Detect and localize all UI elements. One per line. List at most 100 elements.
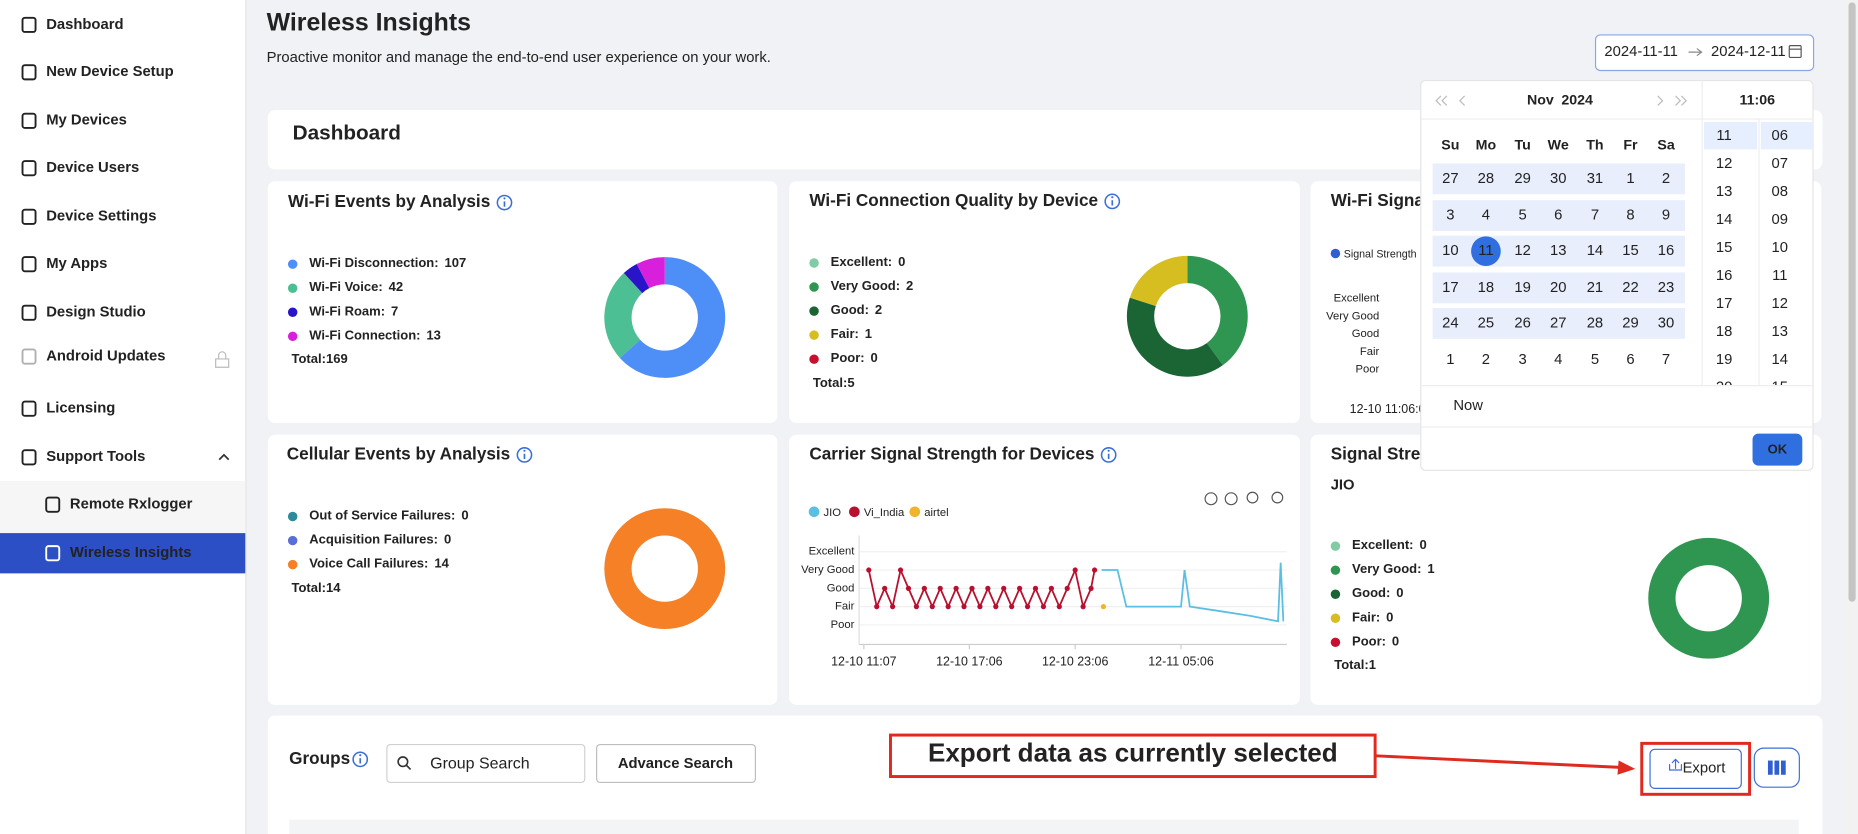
calendar-year[interactable]: 2024 xyxy=(1561,92,1593,108)
reset[interactable] xyxy=(1271,491,1284,504)
legend-label[interactable]: Vi_India xyxy=(864,507,905,519)
donut-segment[interactable] xyxy=(636,257,665,289)
day[interactable]: 25 xyxy=(1478,315,1494,331)
day[interactable]: 7 xyxy=(1591,208,1599,224)
donut-segment[interactable] xyxy=(604,508,726,630)
info-icon[interactable] xyxy=(1104,193,1121,210)
info-icon[interactable] xyxy=(352,751,369,768)
day[interactable]: 22 xyxy=(1622,280,1638,296)
day[interactable]: 14 xyxy=(1587,243,1603,259)
donut-segment[interactable] xyxy=(1648,537,1770,659)
day[interactable]: 12 xyxy=(1514,243,1530,259)
day[interactable]: 27 xyxy=(1442,171,1458,187)
day[interactable]: 31 xyxy=(1587,171,1603,187)
legend-dot[interactable] xyxy=(849,506,860,518)
minute[interactable]: 12 xyxy=(1772,296,1788,312)
info-icon[interactable] xyxy=(1100,447,1117,463)
day[interactable]: 3 xyxy=(1446,208,1454,224)
day[interactable]: 2 xyxy=(1482,352,1490,368)
day[interactable]: 2 xyxy=(1662,171,1670,187)
minute[interactable]: 14 xyxy=(1772,352,1788,368)
zoom-in[interactable] xyxy=(1204,492,1218,506)
menu-item[interactable]: Device Users xyxy=(46,160,139,176)
minute[interactable]: 09 xyxy=(1772,212,1788,228)
donut-segment[interactable] xyxy=(604,273,643,358)
day[interactable]: 16 xyxy=(1658,243,1674,259)
menu-item[interactable]: Android Updates xyxy=(46,348,165,364)
hour[interactable]: 12 xyxy=(1716,156,1732,172)
info-icon[interactable] xyxy=(516,447,533,463)
day[interactable]: 29 xyxy=(1514,171,1530,187)
donut-segment[interactable] xyxy=(623,263,650,294)
export-button[interactable] xyxy=(1649,748,1742,789)
advance-search-button[interactable] xyxy=(596,743,756,784)
minute[interactable]: 13 xyxy=(1772,324,1788,340)
legend-label[interactable]: JIO xyxy=(824,507,842,519)
scrollbar-thumb[interactable] xyxy=(1848,2,1856,602)
day[interactable]: 18 xyxy=(1478,280,1494,296)
minute[interactable]: 11 xyxy=(1772,268,1787,284)
day[interactable]: 1 xyxy=(1446,352,1454,368)
date-range-input[interactable] xyxy=(1594,34,1815,72)
minute[interactable]: 10 xyxy=(1772,240,1788,256)
day[interactable]: 11 xyxy=(1478,243,1493,259)
zoom[interactable] xyxy=(1246,491,1259,504)
day[interactable]: 8 xyxy=(1626,208,1634,224)
day[interactable]: 23 xyxy=(1658,280,1674,296)
day[interactable]: 3 xyxy=(1519,352,1527,368)
day[interactable]: 15 xyxy=(1622,243,1638,259)
day[interactable]: 10 xyxy=(1442,243,1458,259)
ok-label[interactable]: OK xyxy=(1768,442,1788,457)
group-search-input[interactable] xyxy=(386,743,586,784)
day[interactable]: 19 xyxy=(1514,280,1530,296)
day[interactable]: 1 xyxy=(1626,171,1634,187)
day[interactable]: 29 xyxy=(1622,315,1638,331)
day[interactable]: 6 xyxy=(1554,208,1562,224)
legend-label[interactable]: airtel xyxy=(924,507,948,519)
menu-chevron[interactable] xyxy=(218,453,230,461)
donut-segment[interactable] xyxy=(1187,255,1248,366)
donut-segment[interactable] xyxy=(1126,297,1223,377)
minute[interactable]: 07 xyxy=(1772,156,1788,172)
day[interactable]: 20 xyxy=(1550,280,1566,296)
day[interactable]: 7 xyxy=(1662,352,1670,368)
menu-item[interactable]: Dashboard xyxy=(46,17,123,33)
calendar-nav[interactable] xyxy=(1435,95,1688,106)
day[interactable]: 26 xyxy=(1514,315,1530,331)
menu-item[interactable]: Remote Rxlogger xyxy=(70,497,193,513)
now-link[interactable]: Now xyxy=(1453,398,1483,414)
day[interactable]: 24 xyxy=(1442,315,1458,331)
day[interactable]: 4 xyxy=(1554,352,1562,368)
day[interactable]: 21 xyxy=(1587,280,1603,296)
hour[interactable]: 20 xyxy=(1716,380,1732,396)
donut-segment[interactable] xyxy=(1129,255,1188,307)
export-label[interactable]: Export xyxy=(1683,761,1726,777)
legend-dot[interactable] xyxy=(909,506,921,518)
day[interactable]: 28 xyxy=(1478,171,1494,187)
menu-item[interactable]: Device Settings xyxy=(46,209,156,225)
menu-item[interactable]: New Device Setup xyxy=(46,64,173,80)
legend-dot[interactable] xyxy=(808,506,820,518)
menu-item[interactable]: My Apps xyxy=(46,256,107,272)
donut-segment[interactable] xyxy=(619,257,726,378)
minute[interactable]: 08 xyxy=(1772,184,1788,200)
menu-item[interactable]: Design Studio xyxy=(46,305,145,321)
day[interactable]: 30 xyxy=(1658,315,1674,331)
search-placeholder[interactable]: Group Search xyxy=(430,755,530,772)
day[interactable]: 5 xyxy=(1591,352,1599,368)
day[interactable]: 27 xyxy=(1550,315,1566,331)
day[interactable]: 30 xyxy=(1550,171,1566,187)
hour[interactable]: 16 xyxy=(1716,268,1732,284)
info-icon[interactable] xyxy=(496,194,513,211)
date-start[interactable]: 2024-11-11 xyxy=(1604,44,1678,60)
menu-item[interactable]: Support Tools xyxy=(46,449,145,465)
menu-item[interactable]: Licensing xyxy=(46,401,115,417)
menu-item[interactable]: My Devices xyxy=(46,113,127,129)
hour[interactable]: 14 xyxy=(1716,212,1732,228)
hour[interactable]: 13 xyxy=(1716,184,1732,200)
menu-item[interactable]: Wireless Insights xyxy=(70,545,192,561)
calendar-icon[interactable] xyxy=(1788,45,1802,59)
day[interactable]: 17 xyxy=(1442,280,1458,296)
day[interactable]: 13 xyxy=(1550,243,1566,259)
minute[interactable]: 06 xyxy=(1772,128,1788,144)
